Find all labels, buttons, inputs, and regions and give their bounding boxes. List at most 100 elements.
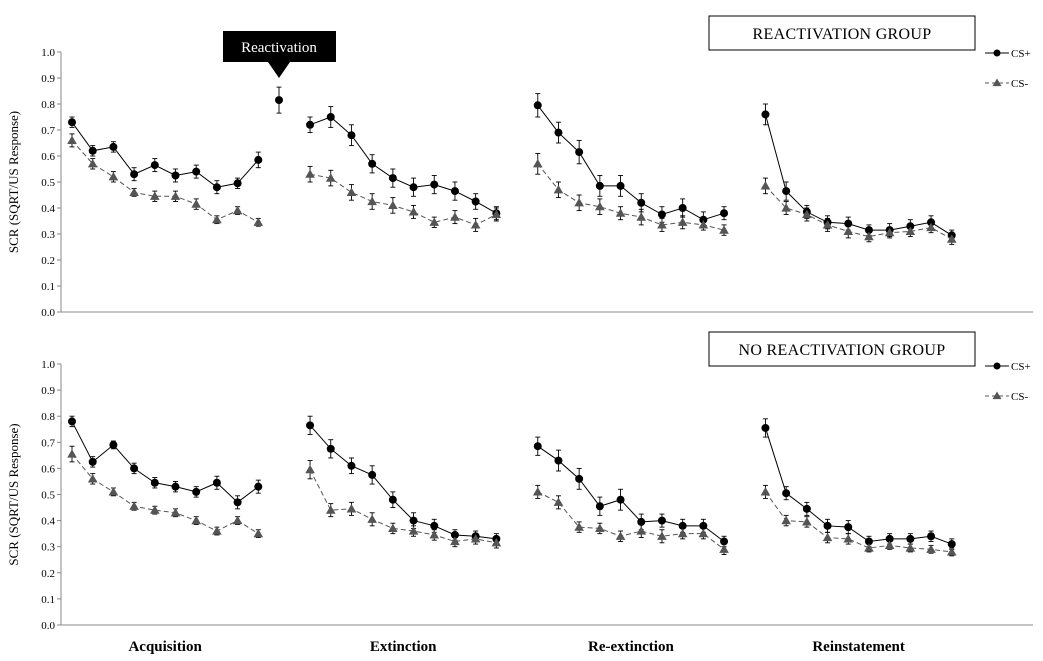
y-tick-label: 0.1 (41, 594, 55, 606)
y-tick-label: 0.6 (41, 151, 55, 163)
data-point (720, 209, 729, 218)
series-line (764, 114, 953, 236)
data-point (760, 487, 771, 496)
data-point (170, 507, 181, 517)
data-point (275, 96, 283, 105)
data-point (212, 183, 221, 192)
data-point (802, 209, 812, 219)
data-point (554, 456, 563, 465)
data-point (109, 142, 118, 151)
data-point (574, 198, 584, 207)
data-point (927, 532, 936, 541)
series-cs-plus (68, 415, 263, 510)
phase-acquisition (67, 415, 264, 539)
data-point (553, 185, 564, 194)
series-cs-minus (760, 484, 957, 557)
reactivation-callout: Reactivation (223, 31, 336, 78)
data-point (532, 487, 543, 496)
y-tick-label: 0.0 (41, 307, 55, 319)
data-point (554, 128, 563, 137)
group-title-box (708, 331, 976, 367)
data-point (306, 120, 315, 129)
data-point (637, 198, 646, 207)
data-point (822, 532, 833, 542)
y-tick-label: 0.4 (41, 203, 55, 215)
data-point (491, 209, 502, 219)
data-point (843, 534, 854, 543)
data-point (761, 110, 770, 119)
data-point (326, 444, 335, 453)
data-point (388, 523, 398, 533)
y-tick-label: 1.0 (41, 359, 55, 371)
data-point (368, 470, 377, 479)
data-point (346, 187, 357, 196)
series-cs-minus (67, 133, 264, 227)
data-point (637, 517, 646, 526)
series-cs-plus (275, 86, 283, 114)
series-cs-minus (67, 445, 264, 539)
series-line (537, 445, 725, 542)
data-point (782, 187, 791, 196)
data-point (305, 169, 315, 178)
legend-label: CS- (1011, 78, 1028, 90)
callout-box (223, 31, 336, 62)
phase-label: Extinction (370, 639, 437, 655)
data-point (450, 530, 459, 539)
data-point (388, 200, 398, 209)
data-point (170, 191, 181, 200)
data-point (471, 197, 480, 206)
data-point (212, 526, 222, 535)
phase-label: Reinstatement (812, 639, 904, 655)
data-point (367, 196, 377, 206)
data-point (698, 528, 709, 538)
data-point (470, 534, 481, 543)
data-point (719, 544, 729, 553)
legend-marker-circle (993, 362, 1001, 370)
legend-label: CS+ (1011, 48, 1031, 60)
data-point (760, 181, 771, 190)
data-point (636, 212, 647, 221)
phase-extinction (305, 106, 502, 232)
data-point (129, 501, 139, 510)
y-tick-label: 0.2 (41, 568, 55, 580)
data-point (595, 201, 605, 211)
y-tick-label: 1.0 (41, 47, 55, 59)
data-point (88, 146, 97, 155)
data-point (253, 217, 264, 226)
data-point (470, 220, 481, 229)
series-cs-minus (532, 152, 729, 236)
data-point (615, 531, 626, 540)
y-axis-label: SCR (SQRT/US Response) (6, 111, 21, 253)
series-line (309, 116, 497, 214)
data-point (533, 442, 542, 451)
data-point (429, 530, 440, 539)
data-point (430, 521, 439, 530)
data-point (212, 214, 222, 224)
data-point (699, 521, 708, 530)
legend-label: CS- (1011, 391, 1028, 403)
y-tick-label: 0.2 (41, 255, 55, 267)
phase-extinction (305, 415, 502, 549)
phase-re-extinction (532, 436, 729, 555)
series-cs-plus (306, 415, 501, 545)
y-tick-label: 0.9 (41, 385, 55, 397)
data-point (595, 523, 605, 533)
data-point (130, 170, 139, 179)
series-line (309, 469, 497, 544)
panel-no-reactivation-group: 0.0 0.1 0.2 0.3 0.4 0.5 0.6 0.7 0.8 0.9 1.0 SCR (SQ… (6, 331, 1033, 632)
data-point (595, 181, 604, 190)
legend: CS+ CS- (985, 48, 1031, 90)
series-line (765, 491, 952, 553)
data-point (346, 504, 357, 513)
phase-label: Re-extinction (588, 639, 674, 655)
panels: 0.0 0.1 0.2 0.3 0.4 0.5 0.6 0.7 0.8 0.9 1.0 SCR (SQ… (6, 15, 1033, 632)
series-cs-plus (533, 93, 729, 228)
series-line (71, 421, 259, 503)
data-point (450, 187, 459, 196)
callout-arrow (268, 62, 290, 78)
data-point (171, 171, 180, 180)
series-line (537, 491, 725, 550)
data-point (802, 517, 812, 526)
series-line (71, 140, 259, 223)
